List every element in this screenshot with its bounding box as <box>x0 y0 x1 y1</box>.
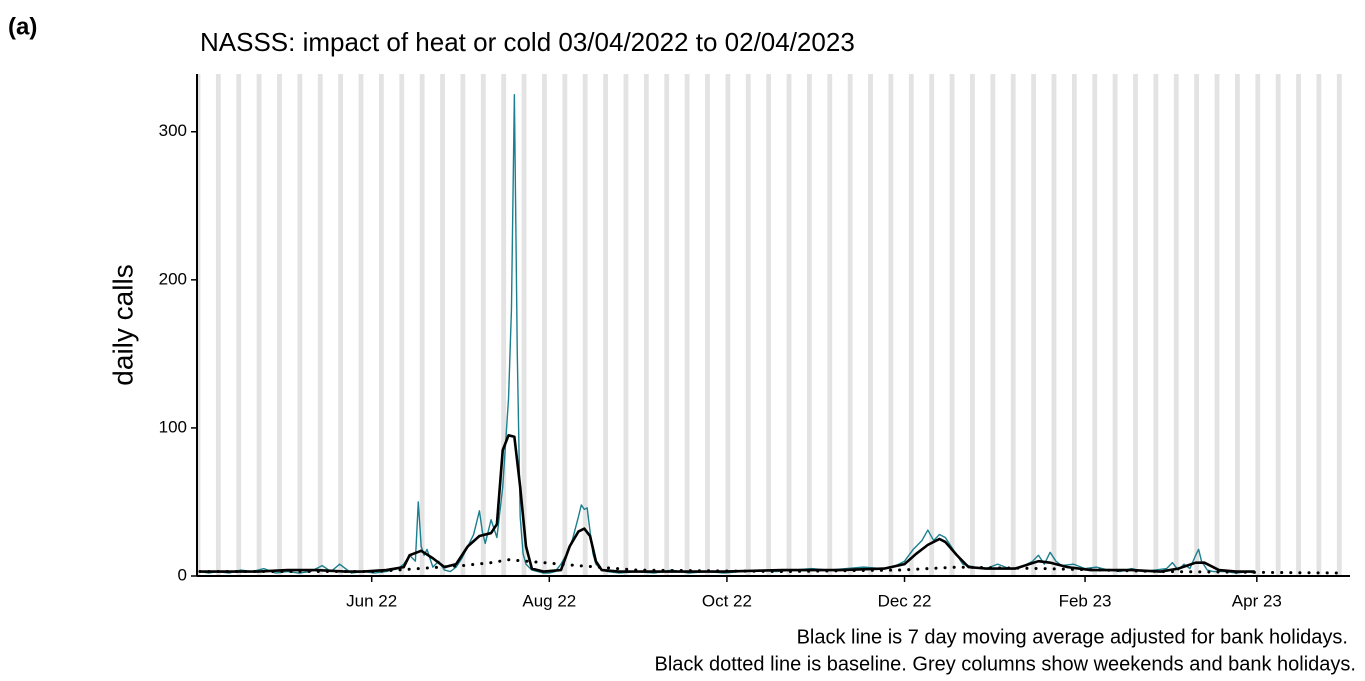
weekend-column <box>949 74 955 576</box>
weekend-column <box>1296 74 1301 576</box>
y-tick-label: 300 <box>159 121 187 140</box>
weekend-column <box>197 74 201 576</box>
y-tick-label: 100 <box>159 417 187 436</box>
weekend-column <box>705 74 710 576</box>
weekend-column <box>1071 74 1077 576</box>
weekend-column <box>542 74 547 576</box>
moving-average-line <box>198 434 1256 573</box>
chart-title: NASSS: impact of heat or cold 03/04/2022… <box>200 27 855 57</box>
weekend-column <box>317 74 323 576</box>
weekend-column <box>277 74 282 576</box>
baseline-line <box>198 558 1343 575</box>
weekend-column <box>297 74 303 576</box>
x-tick-label: Feb 23 <box>1059 591 1112 610</box>
weekend-column <box>582 74 588 576</box>
note: Black dotted line is baseline. Grey colu… <box>654 653 1356 675</box>
weekend-column <box>1092 74 1098 576</box>
weekend-column <box>684 74 690 576</box>
weekend-column <box>358 74 364 576</box>
weekend-column <box>1255 74 1261 576</box>
weekend-column <box>215 74 221 576</box>
weekend-column <box>623 74 629 576</box>
weekend-column <box>1133 74 1138 576</box>
x-tick-label: Jun 22 <box>346 591 397 610</box>
weekend-column <box>1010 74 1016 576</box>
weekend-column <box>1173 74 1179 576</box>
weekend-column <box>990 74 996 576</box>
x-tick-label: Aug 22 <box>522 591 576 610</box>
weekend-column <box>908 74 914 576</box>
weekend-column <box>1051 74 1057 576</box>
weekend-column <box>786 74 792 576</box>
weekend-column <box>480 74 486 576</box>
weekend-column <box>888 74 894 576</box>
weekend-column <box>399 74 405 576</box>
weekend-column <box>1316 74 1322 576</box>
weekend-column <box>868 74 873 576</box>
weekend-column <box>440 74 445 576</box>
y-axis-label: daily calls <box>107 264 138 385</box>
x-tick-label: Dec 22 <box>878 591 932 610</box>
panel-label: (a) <box>8 13 37 40</box>
weekend-column <box>664 74 670 576</box>
weekend-column <box>1336 74 1342 576</box>
weekend-columns <box>197 74 1342 576</box>
weekend-column <box>725 74 731 576</box>
weekend-column <box>378 74 384 576</box>
y-tick-label: 200 <box>159 269 187 288</box>
weekend-column <box>1275 74 1281 576</box>
weekend-column <box>338 74 344 576</box>
weekend-column <box>501 74 507 576</box>
weekend-column <box>847 74 853 576</box>
weekend-column <box>766 74 772 576</box>
weekend-column <box>827 74 833 576</box>
weekend-column <box>562 74 568 576</box>
weekend-column <box>419 74 425 576</box>
weekend-column <box>806 74 812 576</box>
weekend-column <box>970 74 975 576</box>
weekend-column <box>745 74 751 576</box>
weekend-column <box>1031 74 1037 576</box>
weekend-column <box>256 74 262 576</box>
weekend-column <box>603 74 608 576</box>
weekend-column <box>1153 74 1159 576</box>
x-tick-label: Apr 23 <box>1232 591 1282 610</box>
weekend-column <box>1234 74 1240 576</box>
weekend-column <box>1214 74 1220 576</box>
weekend-column <box>643 74 649 576</box>
weekend-column <box>521 74 527 576</box>
weekend-column <box>929 74 935 576</box>
weekend-column <box>1112 74 1118 576</box>
weekend-column <box>236 74 242 576</box>
weekend-column <box>460 74 466 576</box>
weekend-column <box>1194 74 1200 576</box>
plot <box>198 94 1343 575</box>
x-tick-label: Oct 22 <box>702 591 752 610</box>
y-tick-label: 0 <box>178 565 187 584</box>
note: Black line is 7 day moving average adjus… <box>797 626 1348 648</box>
